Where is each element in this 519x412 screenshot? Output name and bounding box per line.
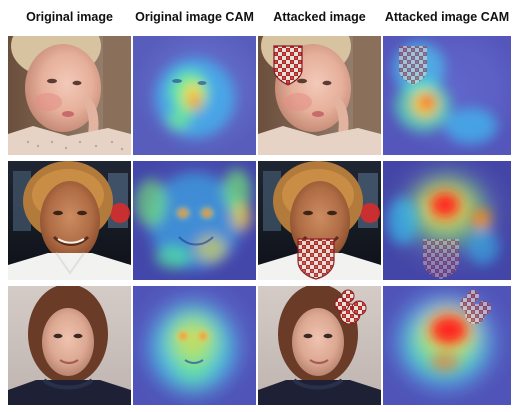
header-attacked-image: Attacked image: [273, 10, 366, 24]
adversarial-patch: [297, 238, 335, 280]
row2-attacked-cam: [383, 161, 511, 280]
row3-original-image: [8, 286, 131, 405]
adversarial-patch: [334, 289, 367, 325]
row3-original-cam: [133, 286, 256, 405]
adversarial-patch: [273, 45, 303, 86]
row2-original-cam: [133, 161, 256, 280]
header-original-image: Original image: [26, 10, 113, 24]
row2-original-image: [8, 161, 131, 280]
row1-attacked-image: [258, 36, 381, 155]
row2-attacked-image: [258, 161, 381, 280]
row3-attacked-image: [258, 286, 381, 405]
row1-original-image: [8, 36, 131, 155]
header-attacked-image-cam: Attacked image CAM: [384, 10, 510, 24]
header-original-image-cam: Original image CAM: [135, 10, 254, 24]
row3-attacked-cam: [383, 286, 511, 405]
row1-attacked-cam: [383, 36, 511, 155]
row1-original-cam: [133, 36, 256, 155]
